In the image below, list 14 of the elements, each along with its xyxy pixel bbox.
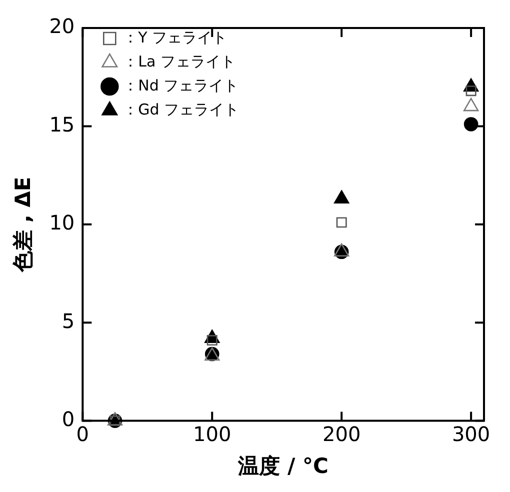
x-tick-label: 100 — [193, 422, 232, 446]
x-axis-title: 温度 / °C — [237, 454, 328, 478]
y-tick-label: 15 — [49, 112, 75, 136]
legend-label: ：Y フェライト — [123, 28, 228, 46]
y-tick-label: 5 — [62, 308, 75, 333]
legend-label: ：La フェライト — [123, 52, 236, 70]
y-tick-label: 10 — [49, 210, 75, 235]
y-tick-label: 20 — [49, 14, 75, 38]
legend-label: ：Gd フェライト — [123, 100, 240, 118]
x-tick-label: 200 — [322, 422, 361, 446]
x-tick-label: 300 — [452, 422, 490, 446]
y-tick-label: 0 — [62, 407, 75, 432]
legend-label: ：Nd フェライト — [123, 76, 239, 94]
y-axis-title: 色差 , ΔE — [11, 176, 36, 273]
